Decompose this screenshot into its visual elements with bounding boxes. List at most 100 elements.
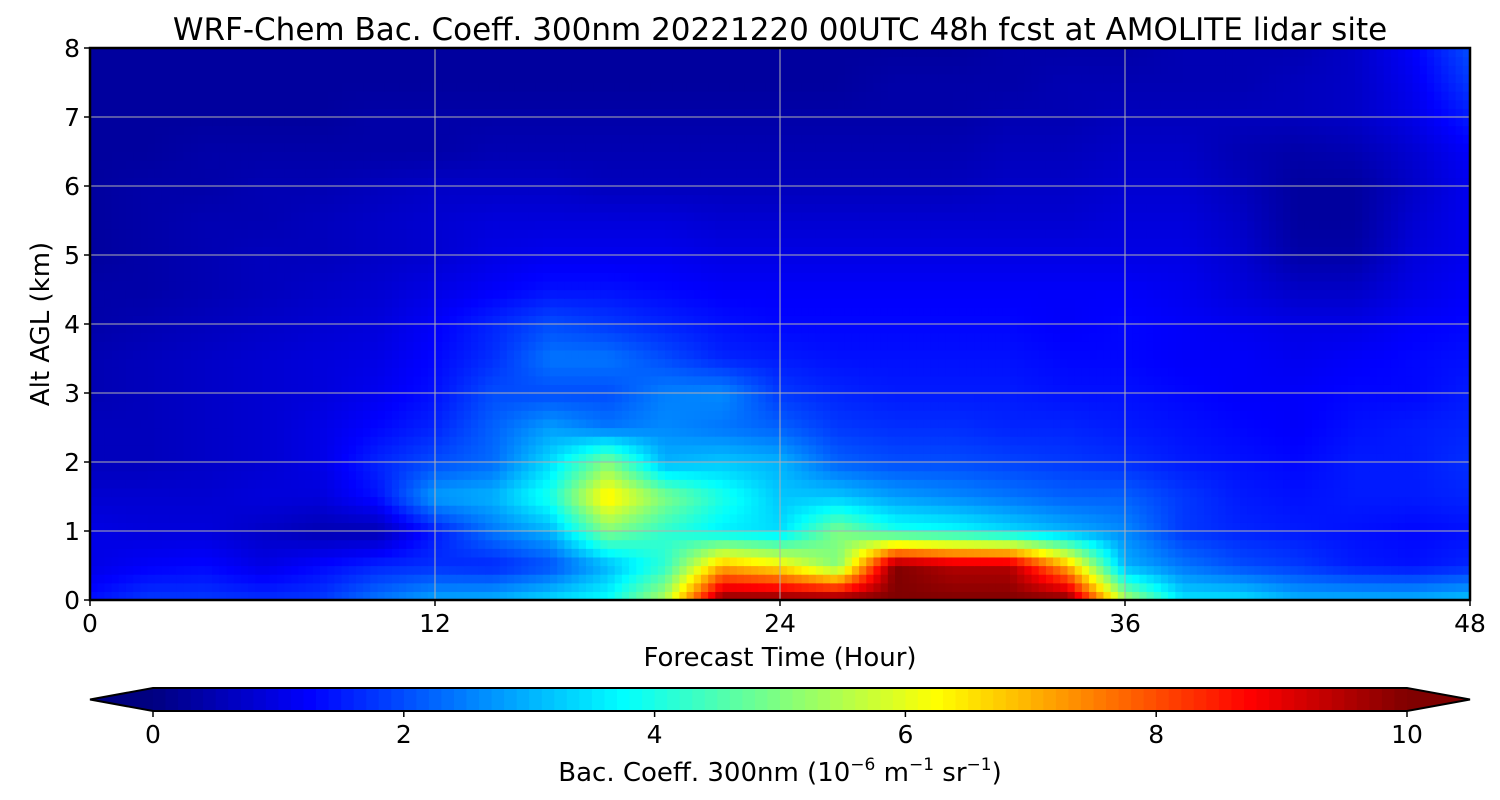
heatmap-cell [391, 479, 400, 489]
heatmap-cell [1297, 531, 1306, 541]
heatmap-cell [205, 384, 213, 394]
heatmap-cell [1031, 384, 1040, 394]
heatmap-cell [772, 548, 781, 558]
heatmap-cell [125, 531, 134, 541]
heatmap-cell [1103, 487, 1112, 498]
heatmap-cell [1196, 565, 1205, 575]
heatmap-cell [449, 470, 458, 480]
heatmap-cell [873, 582, 882, 592]
heatmap-cell [1218, 393, 1227, 403]
heatmap-cell [377, 410, 386, 420]
heatmap-cell [1261, 513, 1270, 523]
heatmap-cell [1074, 574, 1083, 584]
heatmap-cell [729, 470, 738, 480]
heatmap-cell [794, 539, 803, 549]
heatmap-cell [801, 591, 810, 600]
heatmap-cell [1347, 401, 1356, 411]
heatmap-cell [902, 375, 910, 385]
heatmap-cell [859, 513, 867, 523]
heatmap-cell [715, 453, 724, 463]
heatmap-cell [614, 470, 623, 480]
heatmap-cell [1333, 453, 1342, 463]
heatmap-cell [298, 393, 307, 403]
heatmap-cell [945, 462, 954, 472]
heatmap-cell [1340, 539, 1349, 549]
heatmap-cell [248, 539, 256, 549]
heatmap-cell [643, 522, 652, 532]
heatmap-cell [169, 539, 177, 549]
heatmap-cell [744, 531, 752, 541]
heatmap-cell [521, 487, 530, 498]
heatmap-cell [463, 470, 472, 480]
heatmap-cell [169, 565, 177, 575]
heatmap-cell [722, 401, 731, 411]
heatmap-cell [1362, 418, 1370, 429]
heatmap-cell [1196, 556, 1205, 567]
heatmap-cell [413, 582, 422, 592]
heatmap-cell [614, 496, 623, 506]
heatmap-cell [442, 565, 450, 575]
heatmap-cell [542, 479, 551, 489]
heatmap-cell [765, 384, 774, 394]
heatmap-cell [1398, 444, 1406, 454]
heatmap-cell [887, 565, 896, 575]
heatmap-cell [1455, 384, 1464, 394]
heatmap-cell [1060, 401, 1069, 411]
heatmap-cell [1096, 401, 1105, 411]
heatmap-cell [866, 582, 875, 592]
heatmap-cell [614, 505, 623, 515]
heatmap-cell [722, 470, 731, 480]
heatmap-cell [614, 565, 623, 575]
heatmap-cell [1103, 401, 1112, 411]
heatmap-cell [1304, 462, 1313, 472]
heatmap-cell [1240, 591, 1248, 600]
heatmap-cell [506, 548, 515, 558]
heatmap-cell [133, 436, 141, 446]
heatmap-cell [851, 548, 860, 558]
heatmap-cell [1146, 513, 1155, 523]
heatmap-cell [1405, 574, 1414, 584]
heatmap-cell [1225, 574, 1234, 584]
heatmap-cell [1290, 539, 1299, 549]
heatmap-cell [298, 375, 307, 385]
heatmap-cell [636, 384, 645, 394]
heatmap-cell [780, 496, 788, 506]
heatmap-cell [1455, 375, 1464, 385]
heatmap-cell [1074, 410, 1083, 420]
heatmap-cell [1139, 505, 1148, 515]
heatmap-cell [729, 384, 738, 394]
heatmap-cell [276, 505, 285, 515]
heatmap-cell [981, 436, 990, 446]
heatmap-cell [787, 539, 795, 549]
heatmap-cell [1089, 401, 1097, 411]
heatmap-cell [226, 522, 235, 532]
heatmap-cell [988, 444, 997, 454]
heatmap-cell [945, 436, 954, 446]
heatmap-cell [966, 565, 975, 575]
heatmap-cell [902, 479, 910, 489]
heatmap-cell [1340, 375, 1349, 385]
heatmap-cell [988, 470, 997, 480]
heatmap-cell [276, 513, 285, 523]
heatmap-cell [607, 539, 616, 549]
heatmap-cell [205, 393, 213, 403]
heatmap-cell [312, 384, 321, 394]
heatmap-cell [1240, 548, 1248, 558]
heatmap-cell [1412, 436, 1421, 446]
heatmap-cell [1081, 539, 1090, 549]
heatmap-cell [147, 427, 156, 437]
heatmap-cell [97, 427, 105, 437]
heatmap-cell [1017, 427, 1025, 437]
heatmap-cell [844, 444, 853, 454]
heatmap-cell [1125, 462, 1133, 472]
heatmap-cell [700, 513, 709, 523]
heatmap-cell [1110, 548, 1119, 558]
heatmap-cell [1218, 531, 1227, 541]
heatmap-cell [1196, 384, 1205, 394]
heatmap-cell [521, 522, 530, 532]
heatmap-cell [902, 444, 910, 454]
heatmap-cell [636, 401, 645, 411]
heatmap-cell [1031, 539, 1040, 549]
heatmap-cell [1434, 393, 1442, 403]
heatmap-cell [248, 444, 256, 454]
